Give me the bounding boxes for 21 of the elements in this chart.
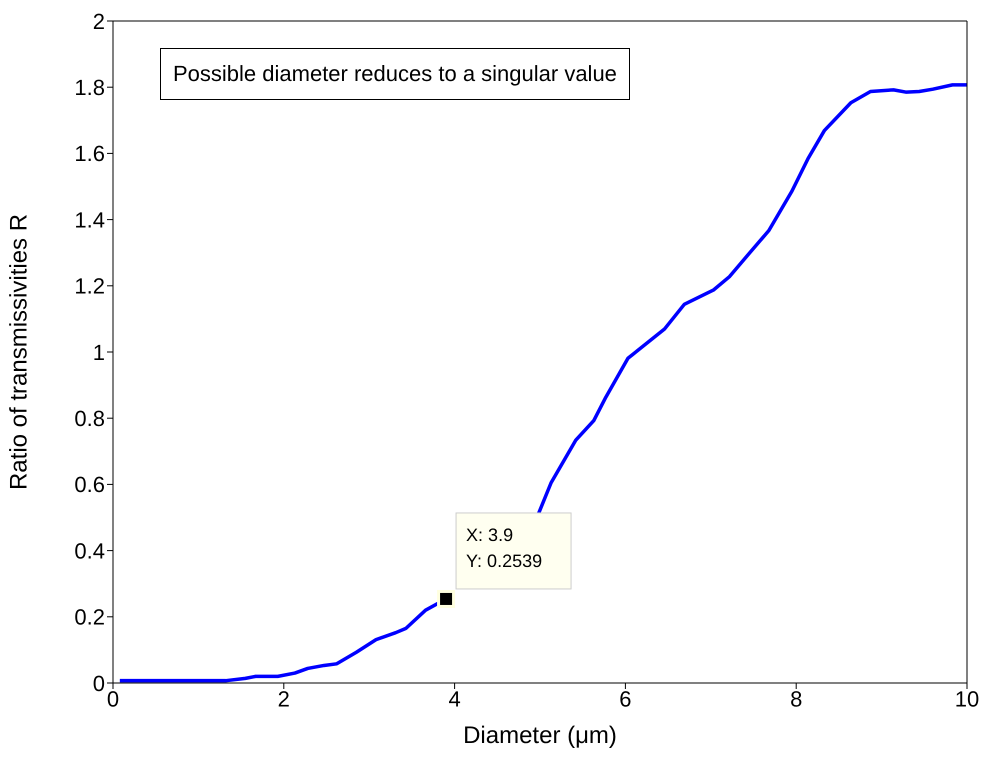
x-axis-title: Diameter (μm) bbox=[463, 722, 617, 749]
y-tick-label: 0.6 bbox=[74, 472, 105, 498]
x-tick-label: 8 bbox=[790, 686, 802, 712]
y-axis-title: Ratio of transmissivities R bbox=[6, 214, 33, 490]
y-tick-label: 1.8 bbox=[74, 75, 105, 100]
y-tick-label: 1.4 bbox=[74, 207, 105, 232]
y-tick-label: 0.4 bbox=[74, 538, 105, 564]
y-tick-label: 0.8 bbox=[74, 406, 105, 432]
y-tick-label: 0 bbox=[92, 670, 105, 696]
x-tick-label: 6 bbox=[619, 686, 632, 712]
y-tick-label: 1.2 bbox=[74, 274, 105, 299]
y-tick-label: 1 bbox=[92, 340, 105, 365]
x-tick-label: 10 bbox=[954, 686, 980, 712]
y-tick-label: 0.2 bbox=[74, 604, 105, 630]
datatip: X: 3.9 Y: 0.2539 bbox=[437, 512, 572, 608]
x-tick-label: 2 bbox=[278, 686, 290, 712]
x-tick-label: 4 bbox=[448, 686, 461, 712]
annotation: X: 3.9 Y: 0.2539 bbox=[466, 524, 542, 571]
y-tick-label: 2 bbox=[92, 8, 105, 34]
annotation: Possible diameter reduces to a singular value bbox=[160, 48, 630, 100]
y-tick-label: 1.6 bbox=[74, 141, 105, 166]
